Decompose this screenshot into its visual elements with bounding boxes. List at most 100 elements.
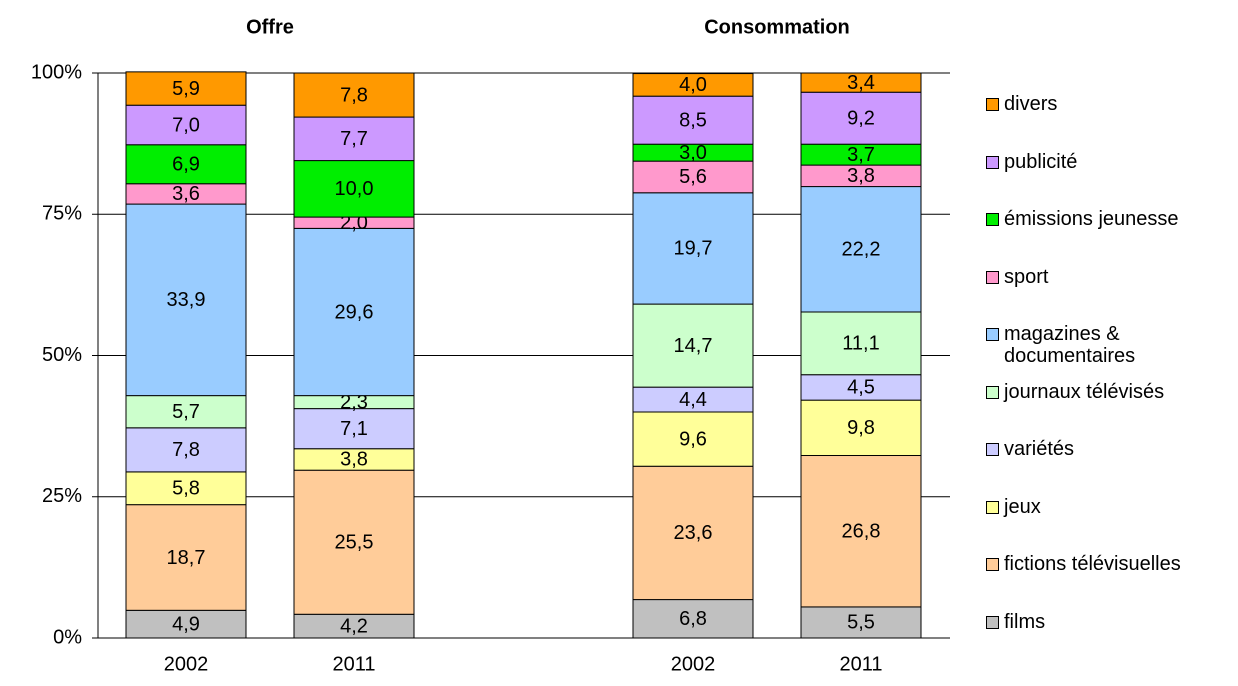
bar-segment — [125, 471, 247, 506]
bar-segment — [800, 455, 922, 608]
bar-segment — [632, 411, 754, 467]
data-label: 4,9 — [172, 613, 200, 635]
bar-segment — [125, 395, 247, 429]
bar-segment — [800, 311, 922, 376]
legend-swatch — [986, 213, 999, 226]
data-label: 2,3 — [340, 391, 368, 413]
legend-swatch — [986, 500, 999, 514]
legend-swatch — [986, 328, 999, 341]
bar-segment — [125, 203, 247, 397]
legend-label: magazines & documentaires — [1004, 323, 1136, 367]
legend-label: variétés — [1004, 438, 1075, 460]
bar-segment — [125, 504, 247, 611]
data-label: 9,6 — [679, 428, 707, 450]
bar-segment — [800, 186, 922, 313]
legend-swatch — [986, 270, 999, 284]
y-tick-label: 25% — [42, 485, 82, 507]
legend-label: fictions télévisuelles — [1004, 553, 1181, 575]
data-label: 4,4 — [679, 389, 707, 411]
x-tick-label: 2002 — [164, 653, 209, 675]
legend-item: divers — [986, 93, 1226, 115]
bar-segment — [632, 465, 754, 601]
legend-item: émissions jeunesse — [986, 208, 1226, 230]
data-label: 3,6 — [172, 183, 200, 205]
bar-segment — [293, 469, 415, 615]
bar-segment — [125, 71, 247, 106]
legend-swatch — [986, 98, 999, 111]
legend-swatch — [986, 385, 999, 399]
bar-segment — [293, 160, 415, 218]
data-label: 5,9 — [172, 78, 200, 100]
legend-item: journaux télévisés — [986, 381, 1226, 403]
legend-item: films — [986, 611, 1226, 633]
bar-segment — [125, 144, 247, 185]
bar-segment — [125, 609, 247, 639]
data-label: 4,0 — [679, 74, 707, 96]
legend-label: divers — [1004, 93, 1058, 115]
group-label: Consommation — [704, 16, 850, 38]
data-label: 14,7 — [674, 335, 713, 357]
data-label: 7,7 — [340, 128, 368, 150]
legend-swatch — [986, 615, 999, 629]
bar-segment — [125, 427, 247, 473]
data-label: 33,9 — [167, 289, 206, 311]
legend-label: sport — [1004, 265, 1049, 288]
data-label: 7,8 — [340, 84, 368, 106]
data-label: 23,6 — [674, 522, 713, 544]
data-label: 19,7 — [674, 238, 713, 260]
y-tick-label: 0% — [53, 626, 82, 648]
data-label: 5,6 — [679, 166, 707, 188]
data-label: 7,8 — [172, 439, 200, 461]
bar-segment — [293, 72, 415, 118]
legend-swatch — [986, 558, 999, 571]
bar-segment — [800, 399, 922, 457]
group-label: Offre — [246, 16, 294, 38]
legend-item: fictions télévisuelles — [986, 553, 1226, 575]
data-label: 26,8 — [842, 520, 881, 542]
bar-segment — [632, 95, 754, 145]
data-label: 25,5 — [335, 532, 374, 554]
bar-segment — [632, 303, 754, 388]
data-label: 5,7 — [172, 401, 200, 423]
data-label: 3,0 — [679, 142, 707, 164]
legend-item: sport — [986, 266, 1226, 288]
data-label: 4,5 — [847, 377, 875, 399]
legend-swatch — [986, 443, 999, 456]
legend-label: publicité — [1004, 150, 1078, 173]
data-label: 5,5 — [847, 612, 875, 634]
data-label: 7,1 — [340, 418, 368, 440]
bar-segment — [632, 160, 754, 194]
legend-item: variétés — [986, 438, 1226, 460]
bar-segment — [293, 116, 415, 162]
data-label: 3,8 — [847, 165, 875, 187]
legend-label: films — [1004, 610, 1046, 633]
bar-segment — [293, 408, 415, 450]
bar-segment — [800, 72, 922, 93]
data-label: 4,2 — [340, 615, 368, 637]
data-label: 6,8 — [679, 608, 707, 630]
legend-label: jeux — [1004, 495, 1041, 518]
data-label: 10,0 — [335, 178, 374, 200]
data-label: 3,7 — [847, 144, 875, 166]
x-tick-label: 2011 — [839, 653, 882, 675]
data-label: 9,2 — [847, 107, 875, 129]
x-tick-label: 2011 — [332, 653, 375, 675]
data-label: 11,1 — [842, 333, 879, 355]
y-tick-label: 50% — [42, 344, 82, 366]
x-tick-label: 2002 — [671, 653, 716, 675]
data-label: 29,6 — [335, 301, 374, 323]
y-tick-label: 75% — [42, 203, 82, 225]
data-label: 7,0 — [172, 114, 200, 136]
bar-segment — [800, 91, 922, 145]
data-label: 5,8 — [172, 478, 200, 500]
legend-swatch — [986, 155, 999, 169]
y-tick-label: 100% — [31, 61, 82, 83]
data-label: 8,5 — [679, 109, 707, 131]
bar-segment — [632, 73, 754, 97]
data-label: 6,9 — [172, 154, 200, 176]
legend-item: jeux — [986, 496, 1226, 518]
bar-segment — [125, 104, 247, 146]
data-label: 9,8 — [847, 417, 875, 439]
